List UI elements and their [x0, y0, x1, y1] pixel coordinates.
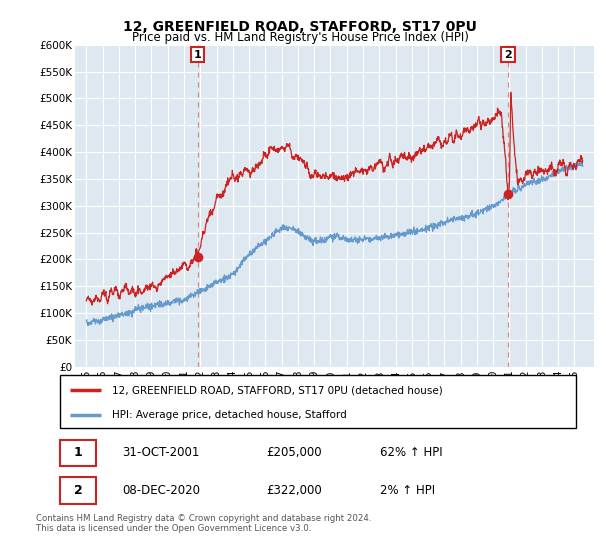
- Text: Contains HM Land Registry data © Crown copyright and database right 2024.
This d: Contains HM Land Registry data © Crown c…: [36, 514, 371, 534]
- Text: 2% ↑ HPI: 2% ↑ HPI: [380, 484, 435, 497]
- FancyBboxPatch shape: [60, 440, 96, 466]
- Text: £322,000: £322,000: [266, 484, 322, 497]
- Text: 1: 1: [74, 446, 82, 459]
- FancyBboxPatch shape: [60, 478, 96, 504]
- Text: HPI: Average price, detached house, Stafford: HPI: Average price, detached house, Staf…: [112, 410, 346, 420]
- Text: 62% ↑ HPI: 62% ↑ HPI: [380, 446, 443, 459]
- Text: 1: 1: [194, 50, 202, 59]
- Text: Price paid vs. HM Land Registry's House Price Index (HPI): Price paid vs. HM Land Registry's House …: [131, 31, 469, 44]
- Text: 2: 2: [504, 50, 512, 59]
- Text: 12, GREENFIELD ROAD, STAFFORD, ST17 0PU: 12, GREENFIELD ROAD, STAFFORD, ST17 0PU: [123, 20, 477, 34]
- Text: 2: 2: [74, 484, 82, 497]
- Text: 31-OCT-2001: 31-OCT-2001: [122, 446, 199, 459]
- Text: £205,000: £205,000: [266, 446, 322, 459]
- Text: 08-DEC-2020: 08-DEC-2020: [122, 484, 200, 497]
- Text: 12, GREENFIELD ROAD, STAFFORD, ST17 0PU (detached house): 12, GREENFIELD ROAD, STAFFORD, ST17 0PU …: [112, 385, 442, 395]
- FancyBboxPatch shape: [60, 375, 576, 428]
